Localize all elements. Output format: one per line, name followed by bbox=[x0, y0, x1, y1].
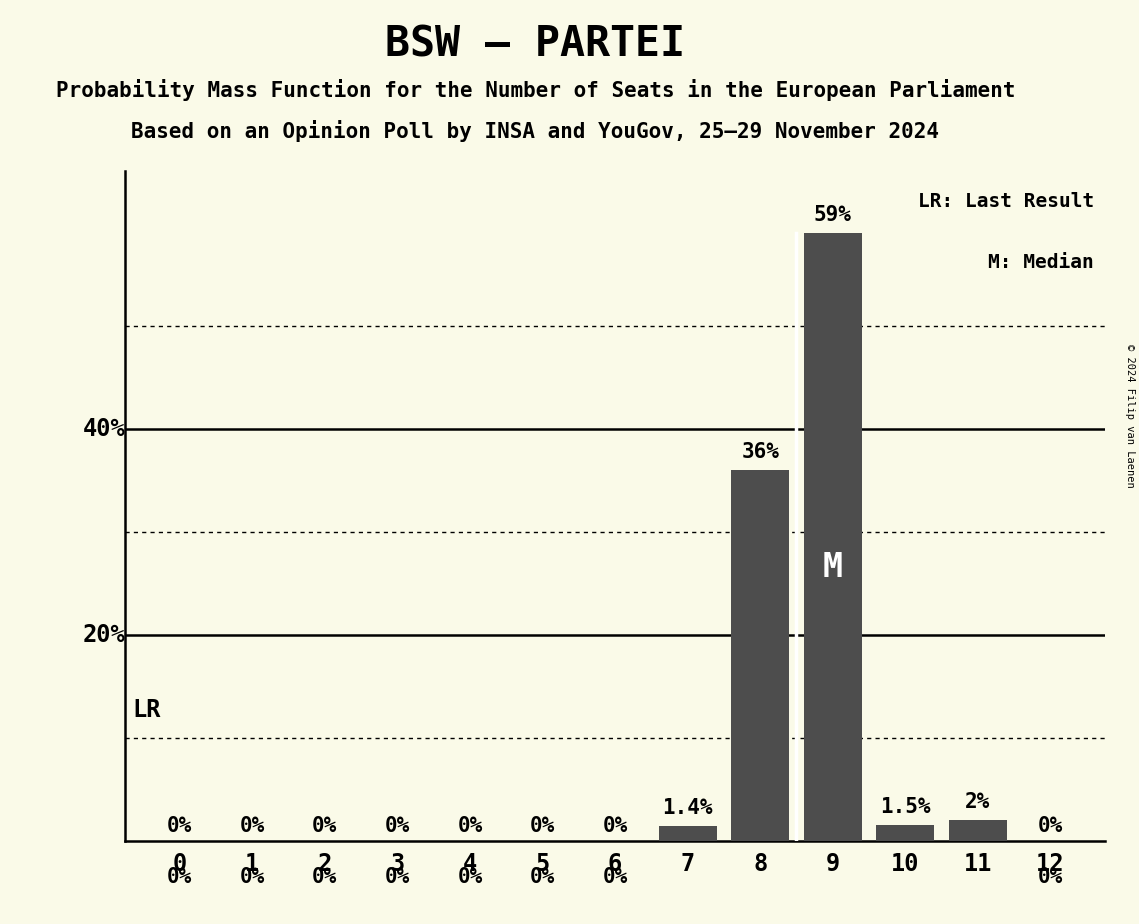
Bar bbox=[949, 821, 1007, 841]
Text: LR: LR bbox=[132, 699, 161, 723]
Text: 0%: 0% bbox=[603, 867, 628, 887]
Text: BSW – PARTEI: BSW – PARTEI bbox=[385, 23, 686, 65]
Text: 0%: 0% bbox=[603, 816, 628, 835]
Text: 0%: 0% bbox=[530, 867, 555, 887]
Text: 0%: 0% bbox=[1038, 867, 1063, 887]
Text: 1.4%: 1.4% bbox=[663, 798, 713, 818]
Text: 20%: 20% bbox=[82, 623, 125, 647]
Bar bbox=[658, 826, 716, 841]
Text: 0%: 0% bbox=[1038, 816, 1063, 835]
Text: M: Median: M: Median bbox=[989, 253, 1093, 273]
Text: 0%: 0% bbox=[167, 816, 192, 835]
Text: Based on an Opinion Poll by INSA and YouGov, 25–29 November 2024: Based on an Opinion Poll by INSA and You… bbox=[131, 120, 940, 142]
Text: 0%: 0% bbox=[385, 816, 410, 835]
Text: 40%: 40% bbox=[82, 417, 125, 441]
Text: 0%: 0% bbox=[458, 816, 483, 835]
Text: 0%: 0% bbox=[385, 867, 410, 887]
Text: 0%: 0% bbox=[239, 816, 265, 835]
Bar bbox=[804, 233, 862, 841]
Text: 0%: 0% bbox=[458, 867, 483, 887]
Text: 0%: 0% bbox=[530, 816, 555, 835]
Text: 0%: 0% bbox=[167, 867, 192, 887]
Text: M: M bbox=[822, 551, 843, 584]
Text: 36%: 36% bbox=[741, 442, 779, 462]
Text: 2%: 2% bbox=[965, 792, 991, 812]
Bar bbox=[876, 825, 934, 841]
Text: © 2024 Filip van Laenen: © 2024 Filip van Laenen bbox=[1125, 344, 1134, 488]
Text: Probability Mass Function for the Number of Seats in the European Parliament: Probability Mass Function for the Number… bbox=[56, 79, 1015, 101]
Text: LR: Last Result: LR: Last Result bbox=[918, 191, 1093, 211]
Text: 59%: 59% bbox=[813, 204, 852, 225]
Text: 0%: 0% bbox=[312, 867, 337, 887]
Text: 0%: 0% bbox=[239, 867, 265, 887]
Bar bbox=[731, 469, 789, 841]
Text: 1.5%: 1.5% bbox=[880, 797, 931, 817]
Text: 0%: 0% bbox=[312, 816, 337, 835]
